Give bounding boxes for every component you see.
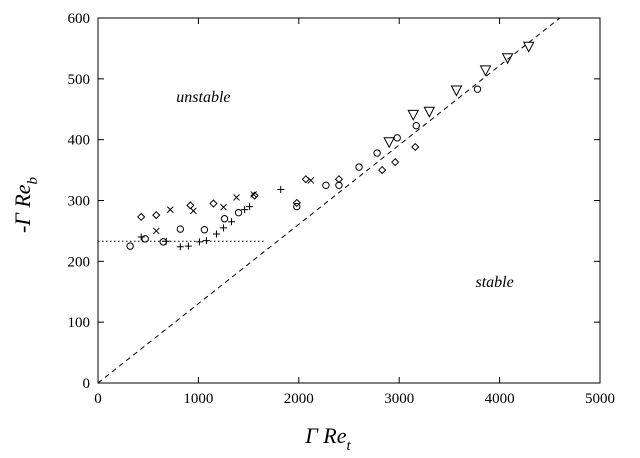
y-tick-label: 100 <box>68 315 91 331</box>
region-annotations: unstable stable <box>176 89 513 291</box>
circle-marker <box>234 208 243 217</box>
circle-marker <box>473 85 482 93</box>
y-axis-label-sub: b <box>25 176 41 184</box>
x-axis-label: Γ Ret <box>304 423 351 454</box>
y-axis-label: -Γ Reb <box>10 176 41 233</box>
triangle-down-marker <box>407 109 420 121</box>
diamond-marker <box>209 199 218 208</box>
y-tick-label: 0 <box>83 376 91 392</box>
x-marker <box>233 194 240 201</box>
x-tick-label: 4000 <box>485 391 515 407</box>
triangle-down-marker <box>501 53 514 65</box>
circle-marker <box>373 149 381 157</box>
plus-marker <box>228 218 236 226</box>
diamond-marker <box>292 198 301 208</box>
annotation-unstable: unstable <box>176 89 230 106</box>
x-tick-label: 5000 <box>585 391 615 407</box>
triangle-down-marker <box>383 137 395 149</box>
reference-lines <box>98 18 561 383</box>
triangle-down-marker <box>479 65 492 77</box>
x-marker <box>220 203 227 211</box>
triangle-down-marker <box>522 41 535 53</box>
diamond-marker <box>186 201 195 210</box>
circle-marker <box>159 238 167 246</box>
x-tick-label: 2000 <box>284 391 314 407</box>
y-tick-label: 600 <box>68 11 91 27</box>
plus-marker <box>277 186 285 194</box>
x-marker <box>307 177 315 184</box>
plus-marker <box>246 203 254 211</box>
x-tick-label: 0 <box>94 391 102 407</box>
plot-frame <box>97 17 601 384</box>
y-tick-label: 200 <box>68 254 91 270</box>
y-tick-label: 300 <box>68 194 91 210</box>
plus-marker <box>241 206 249 214</box>
data-points <box>126 41 535 251</box>
diamond-marker <box>378 165 387 175</box>
circle-marker <box>200 226 209 234</box>
x-marker <box>152 227 160 235</box>
plus-marker <box>176 243 184 251</box>
circle-marker <box>126 242 134 250</box>
diamond-marker <box>334 175 344 184</box>
axis-ticks: 0 1000 2000 3000 4000 5000 0 100 200 300 400 500 600 <box>68 11 616 407</box>
y-tick-label: 500 <box>68 72 91 88</box>
plus-marker <box>162 237 170 245</box>
circle-marker <box>322 181 330 189</box>
y-axis-label-main: -Γ Re <box>10 184 35 233</box>
diamond-marker <box>137 212 146 222</box>
x-marker <box>250 191 257 198</box>
x-marker <box>190 207 197 215</box>
plus-marker <box>195 238 203 246</box>
diamond-marker <box>250 191 259 200</box>
dashed-line <box>98 18 561 383</box>
circle-marker <box>176 225 185 233</box>
circle-marker <box>412 121 420 130</box>
annotation-stable: stable <box>475 274 513 291</box>
x-tick-label: 1000 <box>183 391 213 407</box>
circle-marker <box>293 202 301 211</box>
x-axis-label-sub: t <box>347 438 352 454</box>
circle-marker <box>141 235 149 243</box>
x-axis-label-main: Γ Re <box>304 423 346 448</box>
diamond-marker <box>301 175 310 184</box>
plus-marker <box>202 237 210 245</box>
plus-marker <box>220 224 227 232</box>
diamond-marker <box>411 142 420 152</box>
diamond-marker <box>391 158 400 167</box>
x-marker <box>166 206 174 213</box>
triangle-down-marker <box>423 106 436 118</box>
plus-marker <box>184 242 192 250</box>
circle-marker <box>393 134 401 142</box>
circle-marker <box>355 163 363 171</box>
y-tick-label: 400 <box>68 133 91 149</box>
plus-marker <box>137 233 145 241</box>
diamond-marker <box>152 210 161 220</box>
triangle-down-marker <box>450 85 463 97</box>
x-tick-label: 3000 <box>384 391 414 407</box>
plus-marker <box>212 230 220 238</box>
circle-marker <box>220 215 229 223</box>
